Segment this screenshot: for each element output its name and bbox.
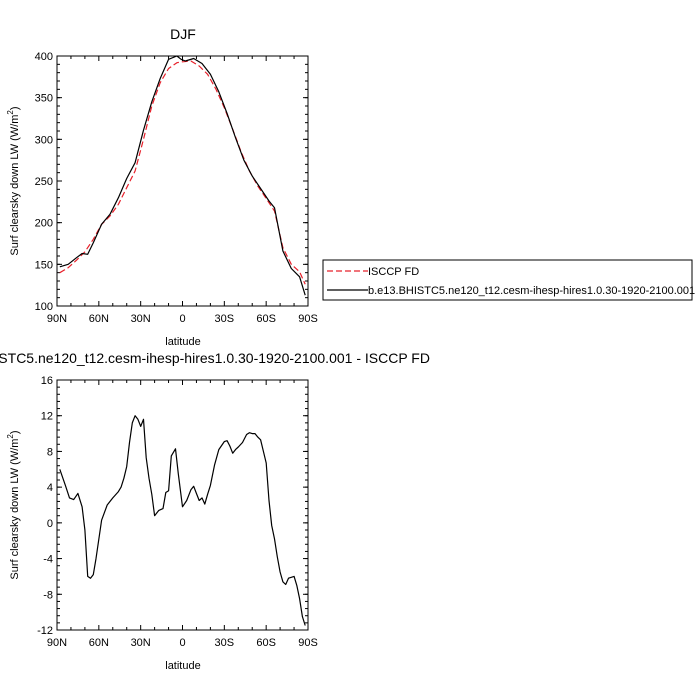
bottom-panel: b.e13.BHISTC5.ne120_t12.cesm-ihesp-hires… [0, 350, 430, 672]
legend-label-model: b.e13.BHISTC5.ne120_t12.cesm-ihesp-hires… [368, 285, 695, 297]
bottom-x-tick-label: 60N [89, 637, 109, 649]
bottom-series-line-0 [59, 415, 306, 626]
bottom-y-tick-label: 4 [47, 482, 53, 494]
top-series-line-1 [59, 55, 306, 296]
bottom-y-tick-label: -12 [37, 625, 53, 637]
bottom-y-axis-label-superscript: 2 [6, 434, 15, 439]
top-x-tick-label: 30N [131, 313, 151, 325]
top-x-tick-label: 60N [89, 313, 109, 325]
bottom-x-tick-label: 90S [298, 637, 318, 649]
bottom-x-tick-label: 0 [179, 637, 185, 649]
top-y-tick-label: 250 [35, 176, 53, 188]
top-y-tick-label: 100 [35, 301, 53, 313]
bottom-y-tick-label: 0 [47, 518, 53, 530]
bottom-chart-title: b.e13.BHISTC5.ne120_t12.cesm-ihesp-hires… [0, 350, 430, 366]
bottom-x-tick-label: 30N [131, 637, 151, 649]
bottom-y-axis-label-main: Surf clearsky down LW (W/m [9, 439, 21, 580]
bottom-x-axis-label: latitude [165, 660, 200, 672]
top-y-tick-label: 300 [35, 134, 53, 146]
top-y-axis-label-superscript: 2 [6, 110, 15, 115]
legend: ISCCP FD b.e13.BHISTC5.ne120_t12.cesm-ih… [322, 259, 695, 301]
top-y-tick-label: 350 [35, 93, 53, 105]
top-y-tick-label: 200 [35, 218, 53, 230]
bottom-y-tick-label: 16 [41, 375, 53, 387]
top-x-tick-label: 0 [179, 313, 185, 325]
bottom-y-axis-label: Surf clearsky down LW (W/m2) [6, 430, 21, 579]
bottom-y-tick-label: 8 [47, 446, 53, 458]
top-x-tick-label: 90N [47, 313, 67, 325]
top-y-axis-label-end: ) [9, 106, 21, 110]
legend-box [322, 259, 693, 301]
top-x-tick-label: 60S [256, 313, 276, 325]
top-x-tick-label: 90S [298, 313, 318, 325]
top-chart-title: DJF [170, 26, 196, 42]
top-y-tick-label: 150 [35, 259, 53, 271]
top-series-lines [59, 55, 306, 296]
bottom-x-tick-label: 30S [215, 637, 235, 649]
top-x-axis-label: latitude [165, 336, 200, 348]
bottom-x-tick-label: 90N [47, 637, 67, 649]
top-panel: DJF 90N 60N 30N 0 30S 60S 90S 100 150 200 250 300 35… [6, 26, 318, 348]
top-y-axis-label-main: Surf clearsky down LW (W/m [9, 115, 21, 256]
bottom-series-lines [59, 415, 306, 626]
bottom-y-axis-label-end: ) [9, 430, 21, 434]
top-y-axis-label: Surf clearsky down LW (W/m2) [6, 106, 21, 255]
bottom-x-tick-label: 60S [256, 637, 276, 649]
top-plot-frame [56, 55, 309, 307]
bottom-y-tick-label: -4 [43, 554, 53, 566]
top-x-tick-label: 30S [215, 313, 235, 325]
legend-label-isccp: ISCCP FD [368, 266, 419, 278]
top-axes: 90N 60N 30N 0 30S 60S 90S 100 150 200 250 300 350 400 [35, 51, 318, 325]
top-y-tick-label: 400 [35, 51, 53, 63]
bottom-y-tick-label: -8 [43, 589, 53, 601]
top-series-line-0 [59, 60, 306, 285]
bottom-y-tick-label: 12 [41, 411, 53, 423]
bottom-axes: 90N 60N 30N 0 30S 60S 90S -12 -8 -4 0 4 8 12 16 [37, 375, 318, 649]
